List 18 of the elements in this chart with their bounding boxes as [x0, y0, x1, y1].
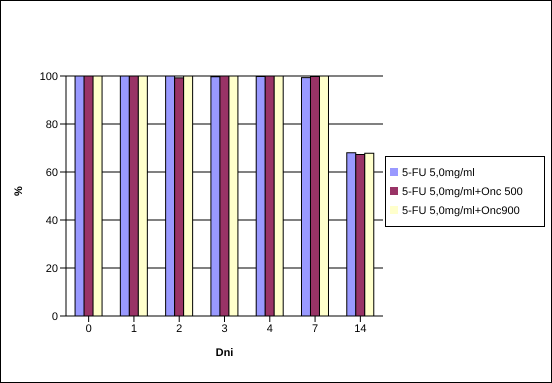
- legend-label: 5-FU 5,0mg/ml: [402, 167, 475, 179]
- y-tick-label: 20: [46, 262, 58, 275]
- x-tick-label: 2: [176, 322, 182, 335]
- y-tick-label: 40: [46, 214, 58, 227]
- y-tick-label: 80: [46, 118, 58, 131]
- y-tick-label: 60: [46, 166, 58, 179]
- legend-label: 5-FU 5,0mg/ml+Onc 500: [402, 186, 523, 198]
- x-tick-label: 0: [86, 322, 92, 335]
- legend-label: 5-FU 5,0mg/ml+Onc900: [402, 205, 520, 217]
- x-axis-title: Dni: [216, 347, 234, 359]
- x-tick-label: 14: [354, 322, 366, 335]
- x-tick-label: 7: [312, 322, 318, 335]
- x-tick-label: 1: [130, 322, 137, 335]
- x-tick-label: 4: [266, 322, 273, 335]
- y-tick-label: 0: [52, 310, 58, 323]
- y-axis-title: %: [12, 186, 25, 196]
- y-tick-label: 100: [40, 70, 58, 83]
- x-tick-label: 3: [221, 322, 228, 335]
